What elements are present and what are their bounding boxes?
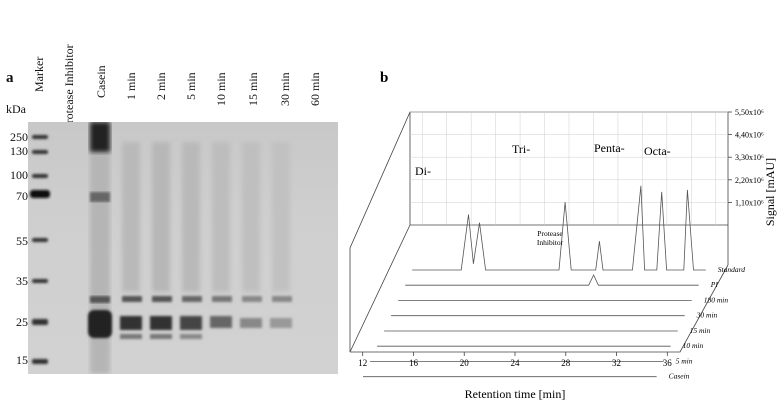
x-tick-label: 16 [409, 358, 419, 368]
gel-image [28, 122, 338, 374]
marker-label-130: 130 [10, 144, 28, 158]
lane-label-1-min: 1 min [124, 72, 138, 100]
marker-label-250: 250 [10, 130, 28, 144]
trace-labels: Standard PI 180 min 30 min 15 min 10 min 5 min… [669, 265, 746, 381]
panel-a-gel-figure: a kDa 250 130 100 70 55 35 25 15 Marker … [0, 0, 340, 405]
peak-label-di: Di- [415, 164, 431, 178]
x-axis-title: Retention time [min] [465, 387, 566, 401]
trace-label: Standard [718, 265, 745, 274]
x-tick-label: 20 [460, 358, 470, 368]
lane-label-protease-inhibitor: Protease Inhibitor [62, 44, 76, 130]
y-tick-label: 1,10x10⁶ [735, 198, 764, 207]
kda-unit-label: kDa [6, 102, 26, 116]
y-tick-label: 2,20x10⁶ [735, 176, 764, 185]
x-tick-label: 12 [358, 358, 367, 368]
trace-label: 5 min [676, 356, 693, 365]
y-tick-label: 5,50x10⁶ [735, 108, 764, 117]
x-tick-label: 28 [561, 358, 571, 368]
lane-label-2-min: 2 min [154, 72, 168, 100]
trace-label: Casein [669, 372, 690, 381]
digestion-lanes [122, 142, 290, 292]
lane-label-10-min: 10 min [214, 72, 228, 106]
lane-label-casein: Casein [94, 65, 108, 98]
peak-label-octa: Octa- [644, 144, 671, 158]
marker-label-25: 25 [16, 315, 28, 329]
trace-label: 180 min [704, 295, 729, 304]
trace-label: 30 min [696, 311, 718, 320]
peak-label-protease: Protease Inhibitor [537, 229, 564, 247]
lane-label-30-min: 30 min [278, 72, 292, 106]
lane-label-marker: Marker [32, 56, 46, 92]
trace-label: 10 min [683, 341, 704, 350]
marker-label-70: 70 [16, 189, 28, 203]
x-tick-label: 32 [612, 358, 621, 368]
trace-label: PI [710, 280, 719, 289]
panel-b-chromatogram: b 1,10x10⁶ 2,20x10⁶ 3,30x10⁶ 4,40x10⁶ 5,50x1… [340, 0, 784, 405]
digestion-bands [120, 296, 292, 339]
lane-label-15-min: 15 min [246, 72, 260, 106]
marker-label-100: 100 [10, 168, 28, 182]
marker-label-55: 55 [16, 234, 28, 248]
chromatogram-svg: b 1,10x10⁶ 2,20x10⁶ 3,30x10⁶ 4,40x10⁶ 5,50x1… [349, 70, 777, 401]
chromatogram-traces [363, 185, 706, 378]
lane-label-5-min: 5 min [184, 72, 198, 100]
trace-standard [412, 185, 706, 271]
panel-a-letter: a [6, 70, 14, 86]
y-tick-label: 3,30x10⁶ [735, 153, 764, 162]
x-tick-label: 24 [511, 358, 521, 368]
peak-label-tri: Tri- [512, 142, 530, 156]
marker-ladder-bands [30, 135, 50, 364]
casein-lane [88, 122, 112, 374]
y-axis-ticks: 1,10x10⁶ 2,20x10⁶ 3,30x10⁶ 4,40x10⁶ 5,50x10⁶ [728, 108, 764, 207]
gel-bands [30, 122, 292, 374]
back-wall-grid [410, 111, 728, 225]
y-tick-label: 4,40x10⁶ [735, 131, 764, 140]
trace-pi [405, 274, 699, 286]
marker-label-15: 15 [16, 353, 28, 367]
trace-label: 15 min [690, 326, 711, 335]
panel-b-letter: b [380, 70, 388, 86]
peak-label-penta: Penta- [594, 141, 625, 155]
marker-label-35: 35 [16, 274, 28, 288]
lane-label-60-min: 60 min [308, 72, 322, 106]
x-axis-ticks: 12 16 20 24 28 32 36 [358, 352, 672, 368]
y-axis-title: Signal [mAU] [763, 158, 777, 226]
x-tick-label: 36 [663, 358, 673, 368]
